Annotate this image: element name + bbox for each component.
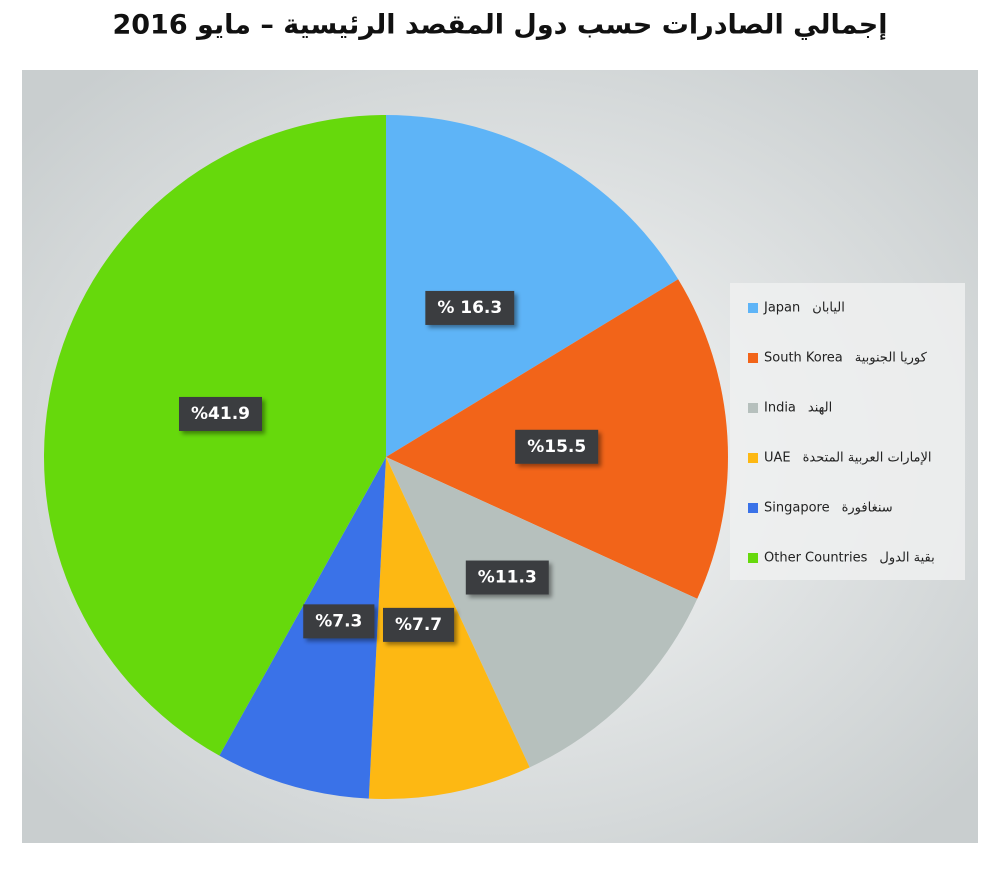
data-label-box xyxy=(465,560,549,595)
legend-swatch xyxy=(748,453,758,463)
legend-label-arabic: كوريا الجنوبية xyxy=(855,351,928,366)
data-label-box xyxy=(382,607,455,642)
legend-swatch xyxy=(748,503,758,513)
data-label-box xyxy=(425,290,515,325)
data-label-box xyxy=(515,429,599,464)
pie-slice xyxy=(386,457,698,768)
legend-label-arabic: سنغافورة xyxy=(842,501,893,516)
legend-label-arabic: الإمارات العربية المتحدة xyxy=(803,451,932,466)
data-label: %7.3 xyxy=(315,611,362,631)
legend-label-arabic: الهند xyxy=(808,401,832,416)
legend-label: South Korea xyxy=(764,351,843,366)
pie-slice xyxy=(43,114,386,756)
legend-box xyxy=(730,283,965,580)
legend-label: India xyxy=(764,401,796,416)
data-label: %15.5 xyxy=(527,437,586,457)
data-label-box xyxy=(303,604,375,639)
legend-label: UAE xyxy=(764,451,791,466)
data-label: %11.3 xyxy=(478,568,537,588)
legend-label: Singapore xyxy=(764,501,830,516)
data-label: %41.9 xyxy=(191,404,250,424)
legend-swatch xyxy=(748,403,758,413)
legend-swatch xyxy=(748,303,758,313)
data-label: %7.7 xyxy=(395,615,442,635)
legend-swatch xyxy=(748,353,758,363)
pie-slice xyxy=(219,457,386,799)
data-label: % 16.3 xyxy=(437,298,502,318)
legend-label-arabic: بقية الدول xyxy=(879,551,934,566)
chart-title: إجمالي الصادرات حسب دول المقصد الرئيسية … xyxy=(112,10,887,41)
legend-label: Other Countries xyxy=(764,551,868,566)
legend-label: Japan xyxy=(763,301,800,316)
legend-swatch xyxy=(748,553,758,563)
data-label-box xyxy=(179,396,262,431)
pie-slice xyxy=(386,115,679,457)
legend-label-arabic: اليابان xyxy=(812,301,845,316)
